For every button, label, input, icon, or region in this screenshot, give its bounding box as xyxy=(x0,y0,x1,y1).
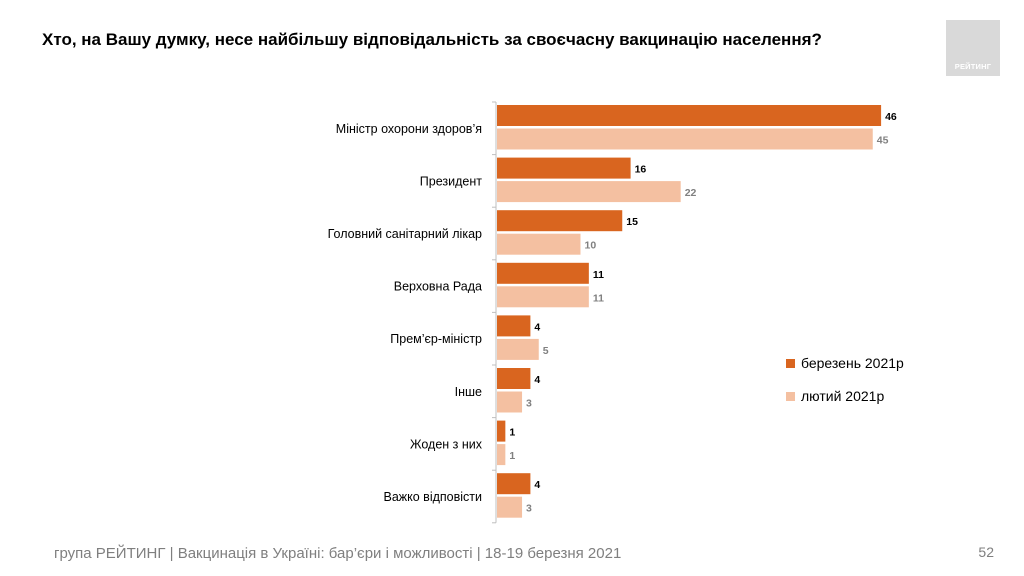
bar xyxy=(497,128,873,150)
data-label: 4 xyxy=(534,479,540,491)
bar xyxy=(497,391,523,413)
bar xyxy=(497,368,531,389)
bar xyxy=(497,338,539,360)
data-label: 4 xyxy=(534,374,540,386)
legend-label-march: березень 2021р xyxy=(801,355,904,371)
data-label: 10 xyxy=(585,240,597,252)
bar xyxy=(497,286,589,308)
legend-item-march: березень 2021р xyxy=(786,352,904,374)
rating-logo: РЕЙТИНГ xyxy=(946,20,1000,76)
bar xyxy=(497,496,523,518)
category-label: Головний санітарний лікар xyxy=(328,227,482,241)
category-label: Інше xyxy=(455,385,482,399)
bar xyxy=(497,262,589,284)
bar xyxy=(497,105,882,126)
bar xyxy=(497,444,506,466)
data-label: 46 xyxy=(885,111,897,123)
data-label: 3 xyxy=(526,398,532,410)
bar xyxy=(497,157,631,179)
legend-swatch-february xyxy=(786,391,795,401)
data-label: 45 xyxy=(877,135,889,147)
data-label: 5 xyxy=(543,345,549,357)
legend-item-february: лютий 2021р xyxy=(786,385,904,407)
category-label: Важко відповісти xyxy=(384,490,483,504)
category-label: Жоден з них xyxy=(410,437,483,451)
data-label: 11 xyxy=(593,269,604,281)
page-number: 52 xyxy=(978,544,994,560)
category-label: Президент xyxy=(420,174,482,188)
category-label: Прем’єр-міністр xyxy=(390,332,482,346)
data-label: 4 xyxy=(534,321,540,333)
bar xyxy=(497,473,531,495)
footer-text: група РЕЙТИНГ | Вакцинація в Україні: ба… xyxy=(54,545,622,562)
data-label: 11 xyxy=(593,292,604,304)
bar xyxy=(497,181,681,203)
chart-title: Хто, на Вашу думку, несе найбільшу відпо… xyxy=(42,30,822,49)
legend-swatch-march xyxy=(786,358,795,368)
bar xyxy=(497,315,531,337)
legend: березень 2021р лютий 2021р xyxy=(786,352,904,418)
bar xyxy=(497,420,506,442)
data-label: 16 xyxy=(635,164,647,176)
data-label: 1 xyxy=(509,427,515,439)
data-label: 15 xyxy=(626,216,638,228)
category-label: Верховна Рада xyxy=(394,280,482,294)
bar xyxy=(497,233,581,255)
logo-text: РЕЙТИНГ xyxy=(954,62,992,71)
legend-label-february: лютий 2021р xyxy=(801,388,885,404)
category-label: Міністр охорони здоров’я xyxy=(336,122,482,136)
data-label: 22 xyxy=(685,187,697,199)
data-label: 1 xyxy=(509,450,515,462)
bar xyxy=(497,210,623,232)
data-label: 3 xyxy=(526,503,532,515)
